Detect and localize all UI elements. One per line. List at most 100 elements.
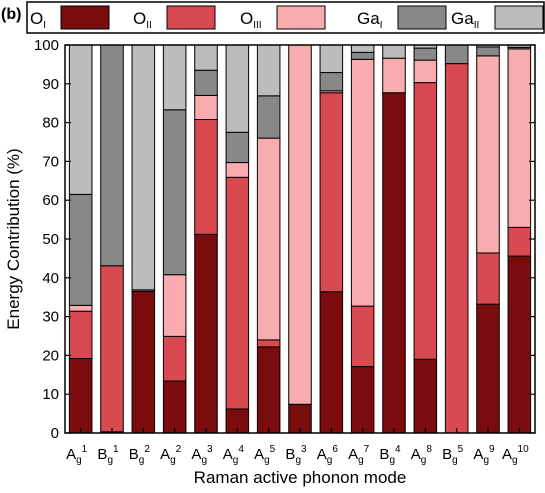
bar-stack <box>382 44 406 434</box>
bar-segment-o-i <box>413 358 438 434</box>
x-tick-label: Ag5 <box>254 444 276 466</box>
y-tick-label: 40 <box>42 270 59 287</box>
bar-segment-ga-ii <box>162 44 187 111</box>
x-tick-label: Ag8 <box>411 444 433 466</box>
bar-segment-o-iii <box>476 55 500 254</box>
bar-stack <box>100 44 124 434</box>
legend-swatch-o-i <box>60 5 110 30</box>
bar-stack <box>68 44 93 434</box>
bar-stack <box>413 44 438 434</box>
x-tick-label: Ag6 <box>317 444 339 466</box>
legend-label: GaI <box>357 9 382 31</box>
bar-segment-o-ii <box>225 176 250 410</box>
bar-segment-o-ii <box>162 335 187 382</box>
bars <box>68 44 532 434</box>
bar-segment-o-ii <box>68 310 93 360</box>
x-tick-label: Ag3 <box>191 444 213 466</box>
x-tick-label: Ag2 <box>160 444 182 466</box>
bar-stack <box>131 44 156 434</box>
bar-segment-o-ii <box>413 82 438 360</box>
bar-segment-o-iii <box>350 58 375 307</box>
bar-segment-ga-i <box>476 46 500 57</box>
legend-label: OII <box>133 9 152 31</box>
bar-stack <box>507 44 532 434</box>
legend-swatch-ga-ii <box>494 5 544 30</box>
bar-segment-o-i <box>476 303 500 434</box>
y-tick-label: 10 <box>42 386 59 403</box>
y-tick-label: 50 <box>42 231 59 248</box>
x-tick-label: Bg2 <box>129 444 151 466</box>
bar-stack <box>162 44 187 434</box>
bar-segment-o-i <box>131 290 156 434</box>
bar-segment-ga-ii <box>68 44 93 195</box>
bar-segment-o-iii <box>225 162 250 178</box>
legend-swatch-o-ii <box>166 5 216 30</box>
x-tick-label: Bg5 <box>442 444 464 466</box>
legend-label: OIII <box>240 9 262 31</box>
bar-segment-ga-i <box>194 69 218 96</box>
x-tick-label: Ag1 <box>66 444 88 466</box>
bar-segment-ga-ii <box>256 44 281 97</box>
bar-stack <box>194 44 218 434</box>
bar-segment-o-iii <box>288 44 312 405</box>
bar-segment-o-iii <box>413 59 438 84</box>
bar-segment-ga-ii <box>350 44 375 53</box>
bar-segment-o-ii <box>476 252 500 305</box>
bar-segment-ga-ii <box>225 44 250 133</box>
x-tick-label: Bg1 <box>97 444 119 466</box>
bar-stack <box>476 44 500 434</box>
bar-segment-o-i <box>319 291 344 434</box>
x-axis-title: Raman active phonon mode <box>194 468 407 487</box>
bar-segment-o-i <box>194 233 218 434</box>
x-tick-label: Ag4 <box>223 444 245 466</box>
bar-segment-ga-i <box>350 51 375 60</box>
bar-segment-ga-ii <box>194 44 218 71</box>
bar-segment-o-ii <box>256 339 281 348</box>
y-tick-label: 30 <box>42 309 59 326</box>
legend-label: GaII <box>451 9 479 31</box>
legend-label: OI <box>30 9 46 31</box>
bar-segment-o-ii <box>444 63 469 434</box>
x-tick-label: Ag10 <box>502 444 529 466</box>
bar-segment-ga-i <box>256 95 281 139</box>
bar-segment-o-i <box>382 92 406 434</box>
bar-segment-ga-i <box>319 72 344 92</box>
y-tick-label: 90 <box>42 76 59 93</box>
bar-segment-ga-i <box>162 109 187 276</box>
bar-segment-o-ii <box>319 92 344 293</box>
legend-swatch-o-iii <box>276 5 326 30</box>
y-axis-title: Energy Contribution (%) <box>4 148 23 329</box>
bar-segment-ga-i <box>413 47 438 61</box>
bar-segment-ga-i <box>225 131 250 164</box>
bar-segment-o-iii <box>382 57 406 94</box>
bar-stack <box>288 44 312 434</box>
y-tick-label: 70 <box>42 153 59 170</box>
y-axis: 0 10 20 30 40 50 60 70 80 90 100 <box>34 37 535 442</box>
bar-segment-o-i <box>350 366 375 434</box>
bar-stack <box>319 44 344 434</box>
x-axis: Ag1 Bg1 Bg2 Ag2 Ag3 Ag4 Ag5 Bg3 Ag6 Ag7 Bg4 Ag8 Bg5 A… <box>66 428 529 466</box>
bar-segment-ga-i <box>100 44 124 267</box>
bar-segment-o-iii <box>194 94 218 120</box>
bar-segment-o-i <box>256 346 281 434</box>
bar-segment-o-i <box>68 358 93 434</box>
bar-segment-o-ii <box>507 226 532 257</box>
bar-segment-ga-ii <box>382 44 406 59</box>
bar-stack <box>350 44 375 434</box>
x-tick-label: Bg4 <box>379 444 401 466</box>
bar-segment-ga-ii <box>131 44 156 291</box>
bar-segment-o-i <box>507 255 532 434</box>
x-tick-label: Ag9 <box>473 444 495 466</box>
y-tick-label: 80 <box>42 115 59 132</box>
bar-stack <box>225 44 250 434</box>
legend-swatch-ga-i <box>397 5 447 30</box>
y-tick-label: 100 <box>34 37 59 54</box>
bar-segment-o-ii <box>194 118 218 235</box>
y-tick-label: 0 <box>51 425 59 442</box>
bar-segment-ga-ii <box>319 44 344 74</box>
bar-segment-o-i <box>162 380 187 434</box>
bar-segment-o-iii <box>507 48 532 228</box>
bar-segment-ga-i <box>444 44 469 65</box>
y-tick-label: 60 <box>42 192 59 209</box>
